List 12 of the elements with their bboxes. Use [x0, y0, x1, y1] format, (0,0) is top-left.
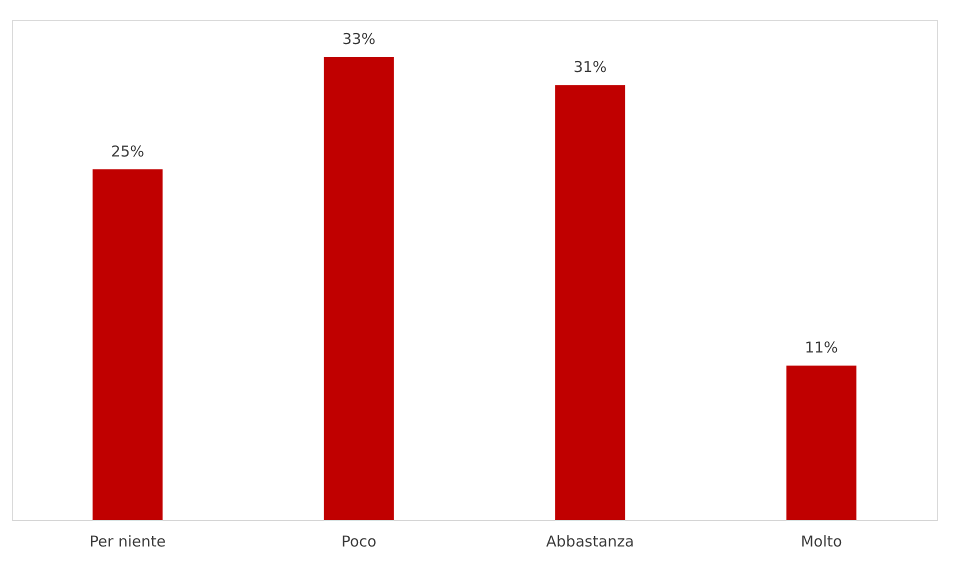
bar: [555, 85, 626, 520]
bar: [92, 169, 163, 520]
x-tick-label: Abbastanza: [546, 532, 634, 550]
bar: [786, 366, 856, 520]
x-tick-label: Per niente: [90, 532, 166, 550]
data-label: 25%: [110, 142, 144, 160]
data-label: 11%: [804, 338, 838, 357]
data-label: 31%: [573, 58, 607, 76]
bar: [324, 57, 394, 520]
data-label: 33%: [342, 30, 376, 48]
x-tick-label: Molto: [800, 532, 842, 550]
x-tick-label: Poco: [341, 532, 376, 550]
